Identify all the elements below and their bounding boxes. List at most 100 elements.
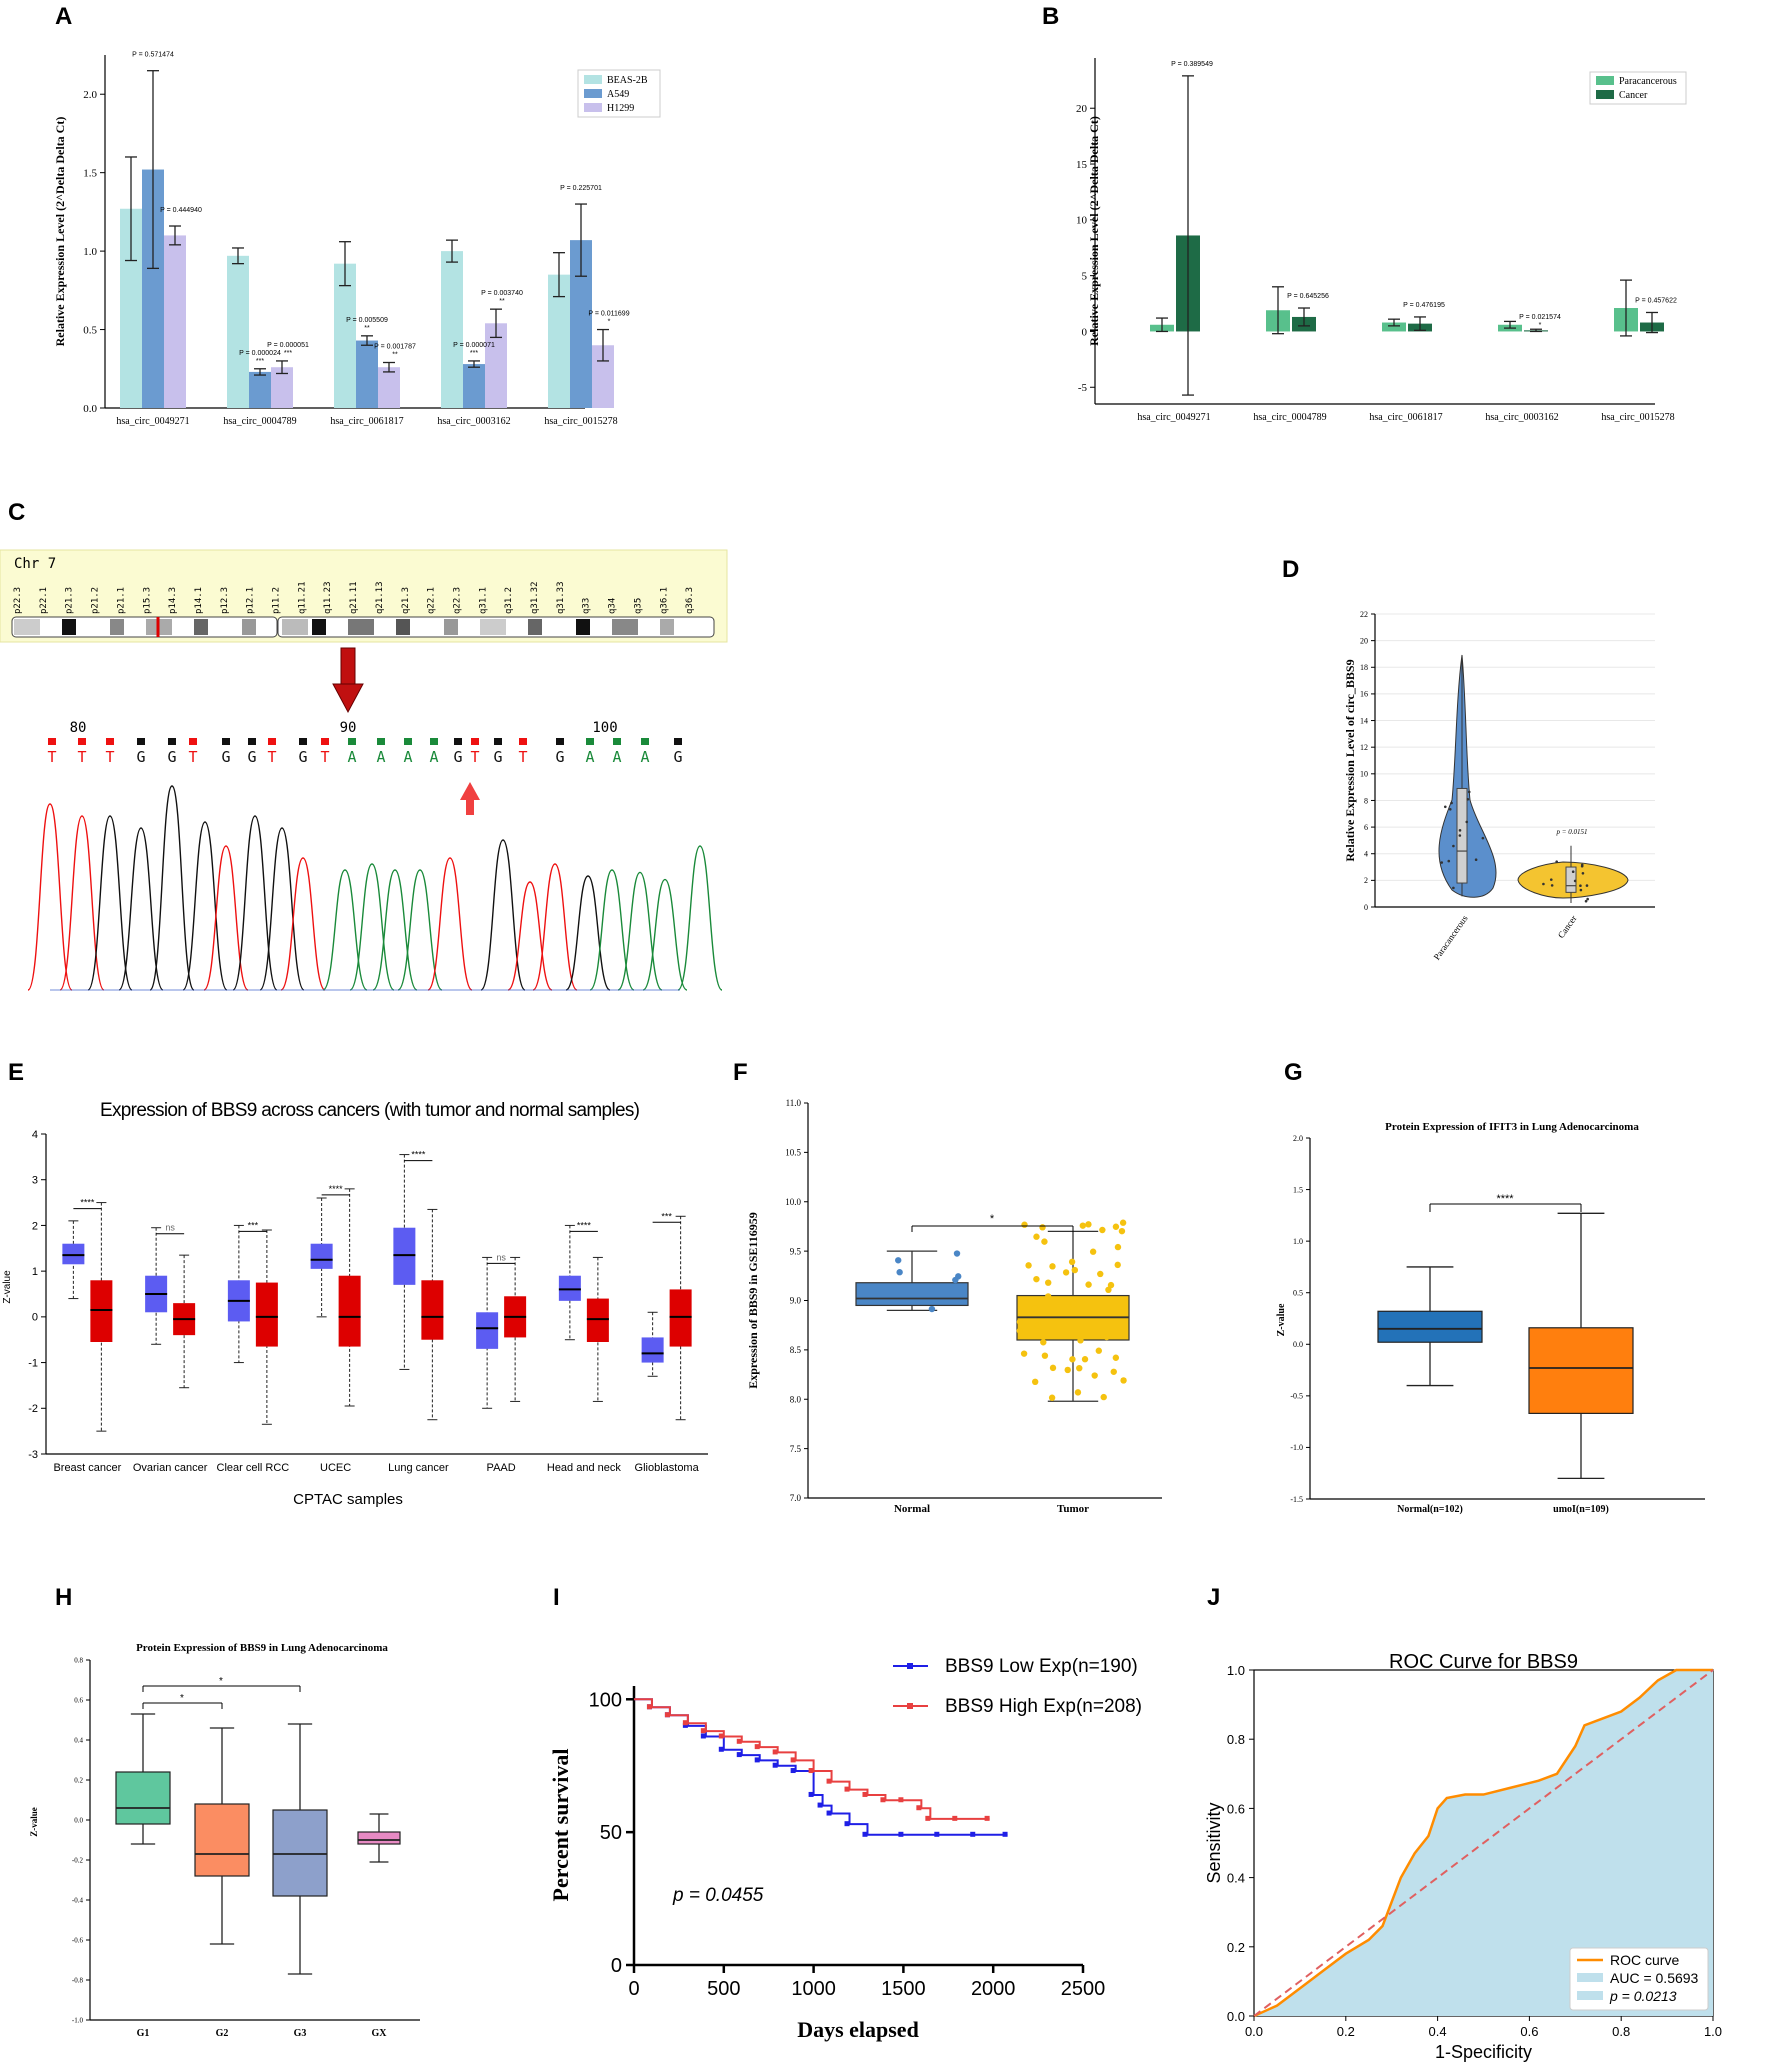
chromatogram-peak [27, 803, 73, 991]
x-tick-label: G2 [216, 2028, 229, 2039]
y-tick-label: 0 [32, 1312, 38, 1324]
x-tick-label: Cancer [1556, 913, 1579, 940]
y-tick-label: -0.2 [72, 1856, 84, 1864]
significance-label: * [219, 1676, 223, 1687]
box [669, 1289, 692, 1347]
base-call: T [518, 748, 527, 766]
x-tick-label: 0.0 [1245, 2024, 1263, 2039]
base-call: G [136, 748, 145, 766]
x-tick-label: 1000 [791, 1978, 836, 2000]
y-tick-label: 3 [32, 1175, 38, 1187]
base-quality-mark [641, 738, 649, 745]
bar-H1299 [378, 367, 400, 408]
legend-label: AUC = 0.5693 [1610, 1970, 1699, 1986]
base-quality-mark [321, 738, 329, 745]
chromosome-band [462, 619, 476, 635]
legend-swatch [584, 103, 602, 112]
significance-label: **** [80, 1198, 95, 1208]
base-call: G [247, 748, 256, 766]
survival-curve [634, 1698, 990, 1820]
legend-swatch [1577, 1991, 1603, 2000]
legend-swatch [584, 75, 602, 84]
data-point [1579, 884, 1582, 887]
x-tick-label: Head and neck [547, 1462, 621, 1474]
chart-f: 7.0 7.5 8.0 8.5 9.0 9.5 10.0 10.5 11.0 Expression… [746, 1098, 1162, 1515]
chromosome-band [444, 619, 458, 635]
x-tick-label: Tumor [1057, 1503, 1089, 1515]
panel-label-f: F [733, 1059, 748, 1086]
x-axis-title: Days elapsed [797, 2017, 919, 2042]
data-point [1079, 1222, 1087, 1229]
y-tick-label: 1 [32, 1266, 38, 1278]
chromatogram-peak [565, 875, 611, 991]
data-point [1045, 1279, 1052, 1286]
base-call: T [470, 748, 479, 766]
chromatogram-peak [617, 871, 663, 991]
box-group-1-box [1528, 1327, 1634, 1414]
y-tick-label: 20 [1076, 103, 1088, 115]
y-tick-label: 5 [1082, 270, 1088, 282]
mutation-arrow [460, 782, 480, 815]
box [310, 1243, 333, 1269]
box-g3-box [272, 1809, 328, 1897]
panel-label-h: H [55, 1584, 72, 1611]
chromosome-label: Chr 7 [14, 556, 56, 572]
panel-label-e: E [8, 1059, 24, 1086]
chart-d: 0 2 4 6 8 10 12 14 16 18 20 22 Relative Expression L… [1343, 610, 1655, 962]
x-tick-label: Glioblastoma [635, 1462, 700, 1474]
band-label: p15.3 [142, 587, 152, 614]
legend-marker [907, 1703, 913, 1709]
data-point [896, 1269, 903, 1276]
data-point [1440, 861, 1444, 864]
chromatogram-peak [280, 857, 326, 991]
censor-mark [682, 1720, 688, 1726]
y-tick-label: -2 [28, 1403, 38, 1415]
violin-box [1565, 866, 1577, 893]
y-tick-label: 50 [600, 1822, 622, 1844]
chromosome-band [348, 619, 374, 635]
data-point [1016, 1327, 1023, 1334]
p-value-label: P = 0.444940 [160, 207, 202, 214]
box-group-0-box [1377, 1310, 1483, 1343]
data-point [1107, 1281, 1115, 1289]
censor-mark [790, 1757, 796, 1763]
chart-h: Protein Expression of BBS9 in Lung Adeno… [29, 1642, 420, 2039]
chromosome-band [546, 619, 572, 635]
chance-line [1253, 1669, 1714, 2017]
band-label: p21.1 [116, 587, 126, 614]
base-quality-mark [586, 738, 594, 745]
chart-g: Protein Expression of IFIT3 in Lung Aden… [1276, 1121, 1705, 1515]
data-point [1555, 860, 1558, 863]
x-tick-label: hsa_circ_0061817 [330, 416, 403, 427]
chromatogram-peak [589, 869, 635, 991]
y-tick-label: -1 [28, 1357, 38, 1369]
x-tick-label: 0.4 [1429, 2024, 1447, 2039]
base-call: G [453, 748, 462, 766]
x-tick-label: hsa_circ_0015278 [544, 416, 617, 427]
y-tick-label: -3 [28, 1449, 38, 1461]
chromatogram-peak [642, 878, 688, 991]
base-call: T [105, 748, 114, 766]
x-tick-label: 0.2 [1337, 2024, 1355, 2039]
censor-mark [700, 1728, 706, 1734]
legend: BEAS-2B A549 H1299 [577, 69, 661, 118]
x-tick-label: 2500 [1061, 1978, 1106, 2000]
x-tick-label: Lung cancer [388, 1462, 449, 1474]
band-label: p21.3 [65, 587, 75, 614]
data-point [1081, 1356, 1089, 1363]
bar-A549 [570, 240, 592, 408]
base-quality-mark [222, 738, 230, 745]
y-axis-title: Sensitivity [1204, 1802, 1224, 1883]
x-tick-label: Normal [894, 1503, 930, 1515]
censor-mark [862, 1791, 868, 1797]
legend-label: Cancer [1619, 90, 1648, 101]
band-label: q33 [582, 598, 592, 614]
chromosome-band [510, 619, 524, 635]
y-tick-label: 6 [1364, 823, 1368, 832]
y-tick-label: 1.0 [83, 246, 97, 258]
chromosome-band [242, 619, 256, 635]
chromatogram-peak [149, 785, 195, 991]
data-point [1033, 1233, 1040, 1240]
data-point [1041, 1238, 1048, 1245]
